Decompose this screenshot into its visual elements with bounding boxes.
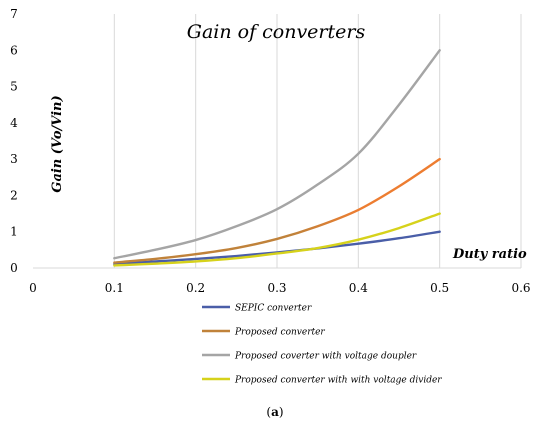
x-tick-label: 0.2 — [186, 281, 205, 295]
x-tick-label: 0.3 — [267, 281, 286, 295]
chart-title: Gain of converters — [187, 21, 366, 43]
grid-lines — [113, 14, 522, 268]
legend-label-2: Proposed converter — [234, 328, 325, 338]
y-tick-label: 5 — [10, 80, 18, 94]
caption-label: a — [271, 405, 279, 419]
y-tick-label: 6 — [10, 43, 18, 57]
y-tick-label: 4 — [10, 116, 18, 130]
y-tick-labels: 0 1 2 3 4 5 6 7 — [10, 7, 18, 275]
series-lines — [113, 49, 441, 267]
series-line-4 — [113, 212, 441, 267]
y-tick-label: 3 — [10, 152, 18, 166]
legend: SEPIC converter Proposed converter Propose… — [202, 304, 442, 386]
x-tick-label: 0.4 — [349, 281, 368, 295]
legend-label-1: SEPIC converter — [235, 304, 312, 314]
x-axis-label: Duty ratio — [452, 247, 527, 262]
y-tick-label: 1 — [10, 225, 18, 239]
y-tick-label: 2 — [10, 188, 18, 202]
x-tick-label: 0.5 — [430, 281, 449, 295]
y-tick-label: 7 — [10, 7, 18, 21]
legend-label-3: Proposed coverter with voltage doupler — [234, 352, 417, 362]
series-line-2 — [113, 157, 441, 264]
caption-close: ) — [278, 405, 284, 419]
x-tick-labels: 0 0.1 0.2 0.3 0.4 0.5 0.6 — [29, 281, 530, 295]
caption-open: ( — [266, 405, 272, 419]
legend-label-4: Proposed converter with with voltage div… — [234, 376, 442, 386]
x-tick-label: 0.1 — [105, 281, 124, 295]
series-line-3 — [113, 49, 441, 260]
y-tick-label: 0 — [10, 261, 18, 275]
y-axis-label: Gain (Vo/Vin) — [50, 95, 65, 192]
x-tick-label: 0 — [29, 281, 37, 295]
x-tick-label: 0.6 — [511, 281, 530, 295]
gain-chart: 0 1 2 3 4 5 6 7 0 0.1 0.2 0.3 0.4 0.5 0.6 Gain of con… — [10, 7, 530, 386]
figure-caption: (a) — [0, 405, 550, 419]
